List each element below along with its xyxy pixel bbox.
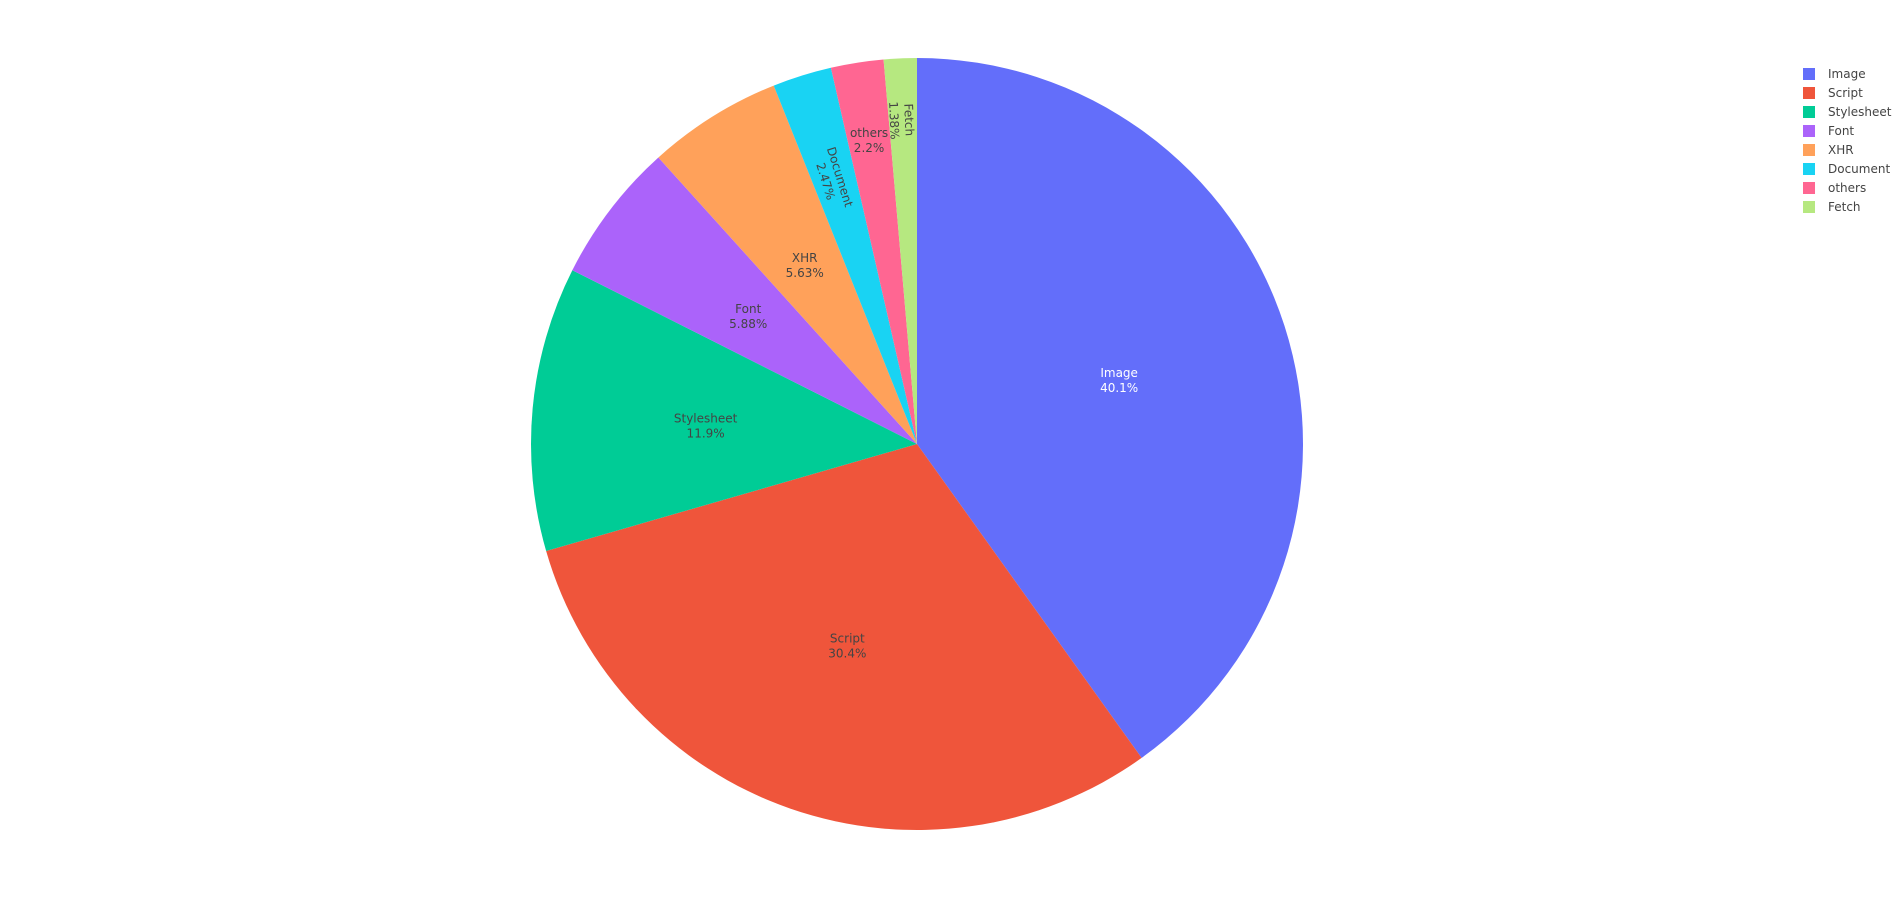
svg-text:Fetch1.38%: Fetch1.38% [886, 100, 917, 139]
legend-item-image[interactable]: Image [1803, 67, 1866, 81]
slice-label-others: others 2.2% [850, 126, 888, 155]
slice-label-name: Image [1100, 366, 1138, 380]
slice-label-name: Stylesheet [674, 411, 738, 425]
slice-label-percent: 40.1% [1100, 381, 1138, 395]
legend-label: Image [1828, 67, 1866, 81]
slice-label-percent: 11.9% [687, 426, 725, 440]
pie-slice-font[interactable] [572, 157, 917, 444]
slice-label-name: others [850, 126, 888, 140]
legend[interactable]: Image Script Stylesheet Font XHR Document othe… [1803, 67, 1892, 214]
legend-item-stylesheet[interactable]: Stylesheet [1803, 105, 1892, 119]
slice-label-xhr: XHR 5.63% [786, 251, 824, 280]
pie-slices [531, 58, 1304, 830]
legend-swatch [1803, 125, 1815, 137]
slice-label-percent: 30.4% [828, 647, 866, 661]
legend-label: Document [1828, 162, 1890, 176]
legend-label: others [1828, 181, 1866, 195]
legend-item-fetch[interactable]: Fetch [1803, 200, 1861, 214]
legend-item-script[interactable]: Script [1803, 86, 1863, 100]
slice-label-name: XHR [792, 251, 818, 265]
slice-label-percent: 5.88% [729, 317, 767, 331]
slice-label-image: Image 40.1% [1100, 366, 1138, 395]
slice-label-stylesheet: Stylesheet 11.9% [674, 411, 738, 440]
legend-item-font[interactable]: Font [1803, 124, 1854, 138]
slice-label-percent: 5.63% [786, 266, 824, 280]
slice-label-name: Script [830, 632, 865, 646]
legend-swatch [1803, 182, 1815, 194]
legend-item-others[interactable]: others [1803, 181, 1866, 195]
legend-label: Fetch [1828, 200, 1861, 214]
pie-slice-labels: Image 40.1% Script 30.4% Stylesheet 11.9% Font… [674, 100, 1138, 661]
legend-swatch [1803, 68, 1815, 80]
legend-label: Font [1828, 124, 1854, 138]
slice-label-percent: 1.38% [886, 101, 902, 140]
legend-swatch [1803, 144, 1815, 156]
legend-label: XHR [1828, 143, 1854, 157]
legend-swatch [1803, 87, 1815, 99]
slice-label-name: Font [735, 302, 761, 316]
slice-label-font: Font 5.88% [729, 302, 767, 331]
legend-label: Script [1828, 86, 1863, 100]
legend-label: Stylesheet [1828, 105, 1892, 119]
legend-swatch [1803, 163, 1815, 175]
slice-label-script: Script 30.4% [828, 632, 866, 661]
legend-item-xhr[interactable]: XHR [1803, 143, 1854, 157]
pie-slice-stylesheet[interactable] [531, 270, 917, 552]
pie-slice-others[interactable] [830, 59, 917, 444]
slice-label-percent: 2.2% [854, 141, 885, 155]
pie-slice-fetch[interactable] [883, 58, 917, 444]
slice-label-fetch: Fetch1.38% [886, 100, 917, 140]
pie-slice-xhr[interactable] [658, 85, 917, 445]
pie-slice-script[interactable] [546, 444, 1142, 830]
legend-swatch [1803, 201, 1815, 213]
legend-swatch [1803, 106, 1815, 118]
slice-label-name: Fetch [901, 103, 916, 136]
pie-slice-document[interactable] [773, 67, 917, 445]
pie-slice-image[interactable] [917, 58, 1304, 758]
legend-item-document[interactable]: Document [1803, 162, 1890, 176]
